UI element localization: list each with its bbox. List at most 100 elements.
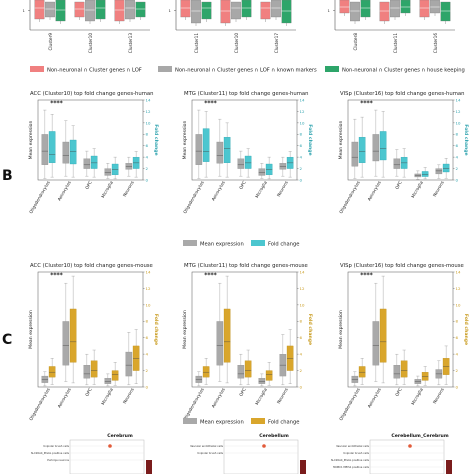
legend-label: Mean expression: [200, 242, 244, 248]
chart-title: ACC (Cluster10) top fold change genes-mo…: [30, 263, 153, 269]
y2-tick-label: 14: [456, 97, 461, 102]
y-axis-label: Mean expression: [338, 310, 344, 349]
box: [237, 364, 245, 379]
y2-tick-label: 6: [146, 335, 149, 340]
y2-tick-label: 6: [456, 143, 459, 148]
strip-box: [271, 0, 281, 18]
heatmap-frame: [223, 439, 299, 474]
box: [216, 141, 224, 164]
box: [351, 141, 359, 167]
y2-tick-label: 4: [146, 155, 149, 160]
y2-tick-label: 0: [300, 177, 303, 182]
legend-label: Mean expression: [200, 420, 244, 426]
strip-box: [45, 1, 55, 18]
category-label: OPC: [394, 387, 403, 397]
box: [244, 155, 252, 169]
category-label: Microglia: [100, 387, 114, 406]
box: [104, 378, 112, 384]
plot-frame: [37, 99, 144, 181]
y2-tick-label: 8: [300, 132, 303, 137]
category-label: Neurons: [432, 387, 445, 405]
heatmap-row-label: Unipolar brush cells: [343, 451, 369, 455]
category-label: OPC: [394, 180, 403, 190]
strip-box: [281, 0, 292, 24]
category-label: Microglia: [410, 387, 424, 406]
significance-annotation: ****: [204, 272, 217, 279]
box: [265, 370, 273, 381]
y2-tick-label: 8: [456, 132, 459, 137]
box: [202, 128, 210, 162]
category-label: Neurons: [276, 387, 289, 405]
y2-tick-label: 6: [300, 143, 303, 148]
category-label: Astrocytes: [367, 387, 382, 409]
box: [258, 168, 266, 176]
y2-tick-label: 2: [456, 368, 459, 373]
y2-tick-label: 8: [146, 132, 149, 137]
heatmap-title: Cerebellum: [259, 433, 289, 439]
category-label: Neurons: [122, 180, 135, 198]
category-label: Neurons: [432, 180, 445, 198]
box: [435, 168, 443, 175]
category-label: Oligodendrocytes: [338, 387, 361, 421]
y2-tick-label: 10: [146, 302, 151, 307]
y2-tick-label: 10: [456, 120, 461, 125]
y2-tick-label: 4: [300, 352, 303, 357]
strip-box: [440, 1, 451, 22]
y2-tick-label: 12: [146, 109, 151, 114]
y2-tick-label: 12: [456, 109, 461, 114]
box: [216, 321, 224, 366]
y2-tick-label: 10: [300, 120, 305, 125]
box: [258, 378, 266, 384]
box: [372, 321, 380, 366]
box: [358, 366, 366, 378]
legend-label: Non-neuronal ∩ Cluster genes ∩ LOF ∩ kno…: [175, 68, 317, 74]
heatmap-title: Cerebrum: [107, 433, 133, 439]
box: [111, 163, 119, 176]
y2-tick-label: 10: [456, 302, 461, 307]
strip-box: [379, 1, 390, 22]
y2-tick-label: 2: [456, 166, 459, 171]
box: [400, 360, 408, 378]
strip-box: [55, 0, 66, 22]
y2-tick-label: 8: [146, 319, 149, 324]
legend-label: Fold change: [268, 242, 299, 248]
strip-box: [180, 0, 191, 18]
strip-category-label: Cluster17: [274, 33, 279, 54]
category-label: Astrocytes: [367, 180, 382, 202]
chart-title: MTG (Cluster11) top fold change genes-mo…: [184, 263, 308, 269]
heatmap-dot: [408, 444, 412, 448]
y2-tick-label: 4: [146, 352, 149, 357]
top-strip: 1 Cluster9 Cluster10 Cluster13 1 Cluster11 Clu…: [23, 0, 455, 53]
y2-axis-label: Fold change: [307, 124, 313, 155]
category-label: Astrocytes: [57, 180, 72, 202]
heatmap-dot: [108, 444, 112, 448]
strip-box: [360, 0, 371, 18]
y2-tick-label: 2: [300, 166, 303, 171]
y2-tick-label: 0: [300, 384, 303, 389]
box: [358, 136, 366, 164]
legend-swatch: [325, 66, 339, 72]
heatmap-frame: [369, 439, 445, 474]
y2-tick-label: 2: [146, 166, 149, 171]
plot-frame: [347, 99, 454, 181]
box: [195, 134, 203, 165]
category-label: Microglia: [254, 180, 268, 199]
plot-frame: [347, 271, 454, 388]
category-label: Astrocytes: [211, 387, 226, 409]
y2-tick-label: 14: [300, 269, 305, 274]
y2-tick-label: 0: [456, 177, 459, 182]
strip-tick-label: 1: [23, 8, 26, 13]
box: [379, 131, 387, 161]
legend-swatch: [183, 240, 197, 246]
box: [265, 163, 273, 176]
legend-label: Non-neuronal ∩ Cluster genes ∩ LOF: [47, 68, 142, 74]
y2-axis-label: Fold change: [307, 314, 313, 345]
chart-title: VISp (Cluster16) top fold change genes-m…: [340, 263, 464, 269]
chart-5: MTG (Cluster11) top fold change genes-mo…: [182, 263, 313, 421]
y2-tick-label: 8: [456, 319, 459, 324]
y2-tick-label: 4: [456, 155, 459, 160]
strip-box: [260, 1, 271, 20]
strip-tick-label: 1: [169, 8, 172, 13]
box: [69, 308, 77, 363]
